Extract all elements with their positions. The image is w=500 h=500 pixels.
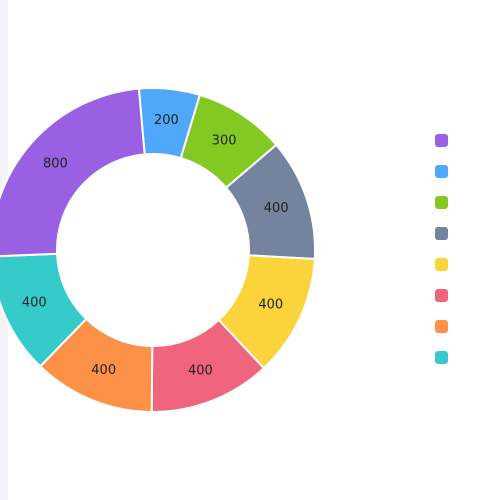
legend-item-0[interactable]: [435, 134, 475, 165]
legend-swatch: [435, 196, 448, 209]
legend-swatch: [435, 227, 448, 240]
slice-value-label-1: 300: [212, 134, 237, 149]
legend-swatch: [435, 320, 448, 333]
donut-slice-6[interactable]: [0, 252, 88, 368]
legend-item-2[interactable]: [435, 196, 475, 227]
legend: [435, 134, 475, 382]
legend-swatch: [435, 351, 448, 364]
legend-item-7[interactable]: [435, 351, 475, 382]
legend-item-3[interactable]: [435, 227, 475, 258]
legend-swatch: [435, 134, 448, 147]
donut-slice-7[interactable]: [0, 87, 146, 258]
slice-value-label-6: 400: [22, 296, 47, 311]
legend-item-6[interactable]: [435, 320, 475, 351]
legend-swatch: [435, 289, 448, 302]
slice-value-label-0: 200: [154, 113, 179, 128]
legend-swatch: [435, 258, 448, 271]
legend-item-4[interactable]: [435, 258, 475, 289]
legend-item-1[interactable]: [435, 165, 475, 196]
slice-value-label-3: 400: [258, 297, 283, 312]
legend-swatch: [435, 165, 448, 178]
slice-value-label-2: 400: [264, 201, 289, 216]
legend-item-5[interactable]: [435, 289, 475, 320]
slice-value-label-4: 400: [188, 364, 213, 379]
slice-value-label-5: 400: [91, 363, 116, 378]
slice-value-label-7: 800: [43, 157, 68, 172]
